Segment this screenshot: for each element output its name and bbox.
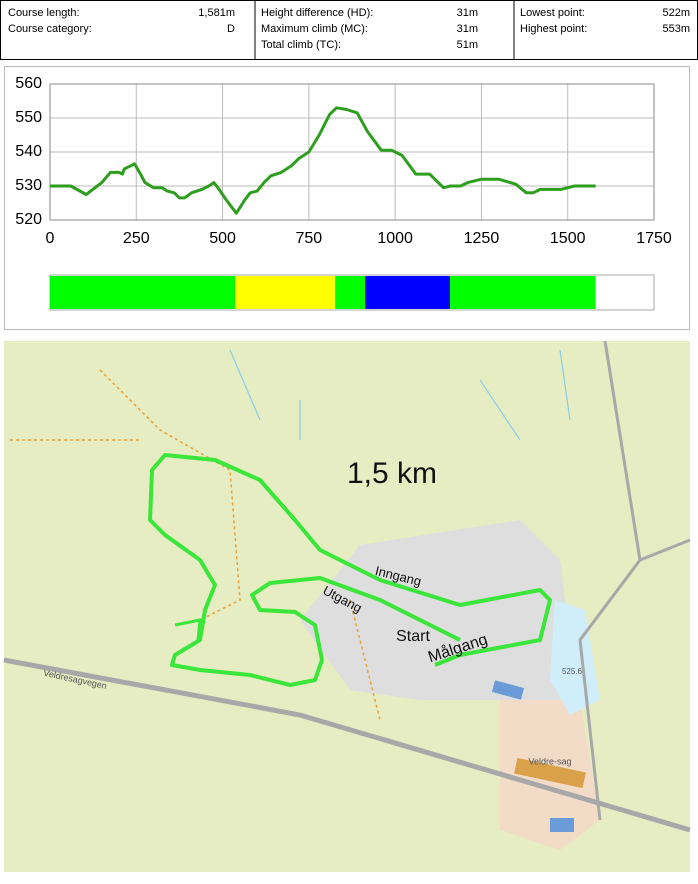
map-label: 525.6 [562,667,583,676]
course-segment [450,276,596,309]
path [10,369,381,721]
info-label: Course length: [8,7,80,19]
plot-frame [49,83,655,221]
y-tick-label: 560 [15,75,42,92]
info-value: 51m [457,39,478,51]
info-label: Maximum climb (MC): [261,23,368,35]
info-value: 1,581m [198,7,235,19]
info-table [0,0,698,60]
building [491,680,525,700]
building [514,757,586,789]
parking-area [300,520,580,720]
road [3,657,691,833]
stream [229,349,571,441]
course-segment [335,276,366,309]
course-segment [365,276,451,309]
course-segment [234,276,336,309]
map-label: Veldre-sag [528,756,571,766]
map-label: Start [396,628,430,645]
info-label: Course category: [8,23,92,35]
course-route [148,453,552,687]
start-arrow [174,618,202,641]
map: 1,5 kmInngangUtgangStartMålgangVeldresag… [3,340,691,872]
x-tick-label: 1250 [464,230,500,247]
x-tick-label: 1000 [377,230,413,247]
info-label: Height difference (HD): [261,7,373,19]
info-label: Total climb (TC): [261,39,341,51]
info-label: Lowest point: [520,7,585,19]
info-value: 553m [662,23,690,35]
x-tick-label: 750 [296,230,323,247]
info-value: 522m [662,7,690,19]
info-value: D [227,23,235,35]
y-tick-label: 520 [15,211,42,228]
x-tick-label: 1500 [550,230,586,247]
y-tick-label: 530 [15,177,42,194]
x-tick-label: 250 [123,230,150,247]
x-tick-label: 1750 [636,230,672,247]
course-segment [50,276,235,309]
y-tick-label: 550 [15,109,42,126]
info-label: Highest point: [520,23,587,35]
elevation-line [50,106,596,215]
road [578,340,691,821]
map-label: 1,5 km [347,457,437,490]
y-tick-label: 540 [15,143,42,160]
info-value: 31m [457,7,478,19]
building [550,818,574,832]
x-tick-label: 500 [209,230,236,247]
x-tick-label: 0 [46,230,55,247]
info-value: 31m [457,23,478,35]
